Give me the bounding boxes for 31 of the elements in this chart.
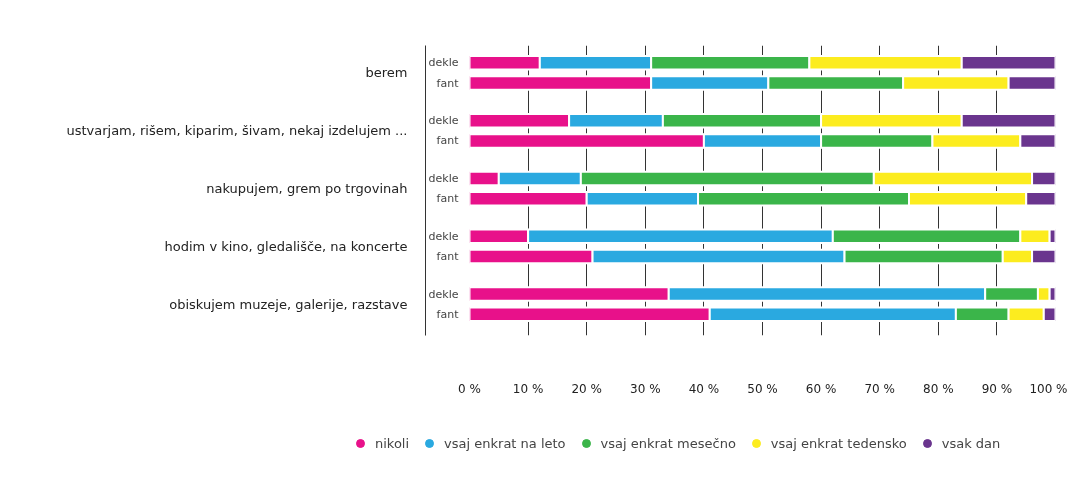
x-tick-label: 90 % <box>981 381 1013 396</box>
legend-label: nikoli <box>375 435 410 451</box>
y-tick-label: dekle <box>428 171 459 185</box>
legend-label: vsaj enkrat mesečno <box>600 435 736 451</box>
x-tick-label: 40 % <box>688 381 720 396</box>
y-tick-label: fant <box>436 76 460 90</box>
x-tick-label: 80 % <box>923 381 954 396</box>
y-tick-label: dekle <box>428 56 459 70</box>
y-tick-label: dekle <box>428 229 459 243</box>
x-tick-label: 50 % <box>747 381 778 396</box>
legend-label: vsak dan <box>941 435 1001 451</box>
text: berem <box>365 65 408 81</box>
x-tick-label: 20 % <box>571 381 602 396</box>
y-tick-label: fant <box>436 307 460 321</box>
x-tick-label: 100 % <box>1029 381 1067 396</box>
legend-label: vsaj enkrat tedensko <box>770 435 907 451</box>
x-tick-label: 60 % <box>805 381 837 396</box>
y-tick-label: dekle <box>428 114 459 128</box>
legend-label: vsaj enkrat na leto <box>444 435 566 451</box>
x-tick-label: 30 % <box>630 381 661 396</box>
x-tick-label: 70 % <box>864 381 895 396</box>
y-tick-label: fant <box>436 250 460 263</box>
y-tick-label: fant <box>436 134 460 148</box>
text: obiskujem muzeje, galerije, razstave <box>169 296 408 312</box>
text: hodim v kino, gledališče, na koncerte <box>164 238 408 254</box>
y-tick-label: fant <box>436 192 460 206</box>
y-tick-label: dekle <box>428 287 459 301</box>
text: ustvarjam, rišem, kiparim, šivam, nekaj izdelujem ... <box>66 123 408 139</box>
text: nakupujem, grem po trgovinah <box>206 181 408 197</box>
x-tick-label: 0 % <box>458 381 481 396</box>
x-tick-label: 10 % <box>512 381 544 396</box>
